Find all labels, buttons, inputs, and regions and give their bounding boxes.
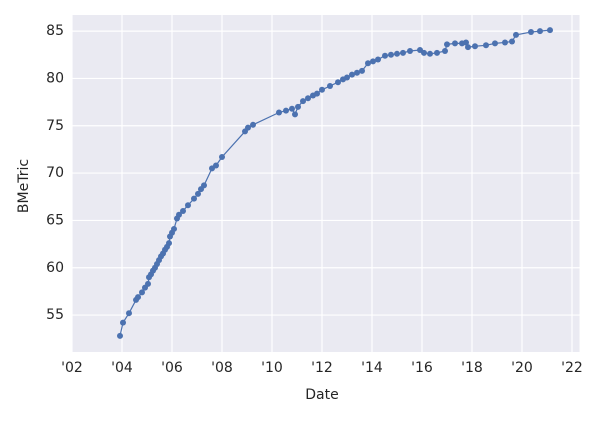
point [126,310,132,317]
point [185,202,191,209]
point [547,27,553,34]
point [327,82,333,89]
y-tick-label: 75 [46,118,64,134]
y-tick-label: 60 [46,260,64,276]
point [283,107,289,114]
point [250,121,256,128]
point [483,42,489,49]
x-tick-label: '20 [511,360,533,376]
point [213,162,219,169]
point [314,90,320,97]
point [300,98,306,105]
point [191,195,197,202]
point [444,41,450,48]
point [421,49,427,56]
y-tick-label: 55 [46,307,64,323]
point [388,51,394,58]
point [135,294,141,301]
point [442,47,448,54]
point [492,40,498,47]
point [513,31,519,38]
point [245,124,251,131]
plot-area [72,15,580,352]
point [537,28,543,35]
point [463,39,469,46]
point [292,111,298,118]
point [400,49,406,56]
x-tick-label: '22 [561,360,583,376]
point [219,153,225,160]
x-tick-label: '12 [311,360,333,376]
x-tick-label: '04 [111,360,133,376]
point [276,109,282,116]
point [195,190,201,197]
point [335,79,341,86]
point [434,49,440,56]
point [394,50,400,57]
x-tick-label: '06 [161,360,183,376]
point [365,60,371,67]
point [201,182,207,189]
point [295,103,301,110]
point [117,332,123,339]
point [176,211,182,218]
point [319,86,325,93]
point [289,105,295,112]
y-tick-label: 85 [46,23,64,39]
point [509,38,515,45]
point [375,56,381,63]
x-tick-label: '10 [261,360,283,376]
x-tick-label: '02 [61,360,83,376]
point [472,43,478,50]
point [407,47,413,54]
y-tick-label: 65 [46,212,64,228]
x-axis-label: Date [305,387,338,403]
y-tick-label: 80 [46,70,64,86]
point [359,67,365,74]
x-tick-label: '18 [461,360,483,376]
point [120,319,126,326]
x-tick-label: '16 [411,360,433,376]
point [427,50,433,57]
point [465,44,471,51]
point [528,29,534,36]
point [452,40,458,47]
point [370,58,376,65]
point [166,240,172,247]
point [145,280,151,287]
point [502,39,508,46]
point [180,207,186,214]
point [354,69,360,76]
point [139,289,145,296]
y-tick-label: 70 [46,165,64,181]
point [349,71,355,78]
point [382,52,388,59]
x-tick-label: '14 [361,360,383,376]
point [344,74,350,81]
point [305,95,311,102]
point [171,225,177,232]
y-axis-label: BMeTric [16,159,32,213]
x-tick-label: '08 [211,360,233,376]
